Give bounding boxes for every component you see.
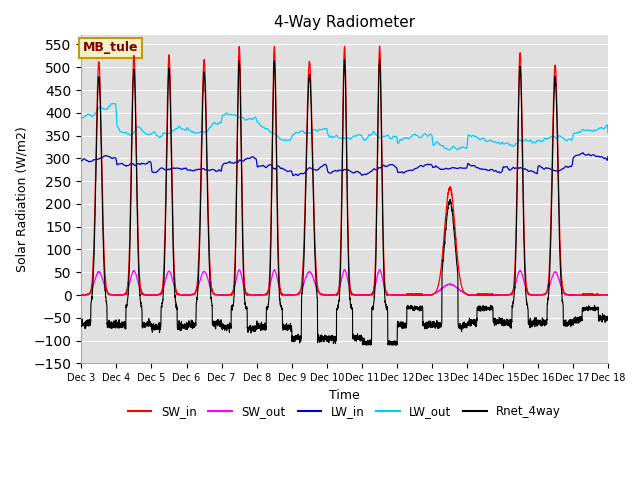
Title: 4-Way Radiometer: 4-Way Radiometer bbox=[274, 15, 415, 30]
X-axis label: Time: Time bbox=[329, 389, 360, 402]
Legend: SW_in, SW_out, LW_in, LW_out, Rnet_4way: SW_in, SW_out, LW_in, LW_out, Rnet_4way bbox=[123, 401, 566, 423]
Text: MB_tule: MB_tule bbox=[83, 41, 138, 54]
Y-axis label: Solar Radiation (W/m2): Solar Radiation (W/m2) bbox=[15, 127, 28, 272]
